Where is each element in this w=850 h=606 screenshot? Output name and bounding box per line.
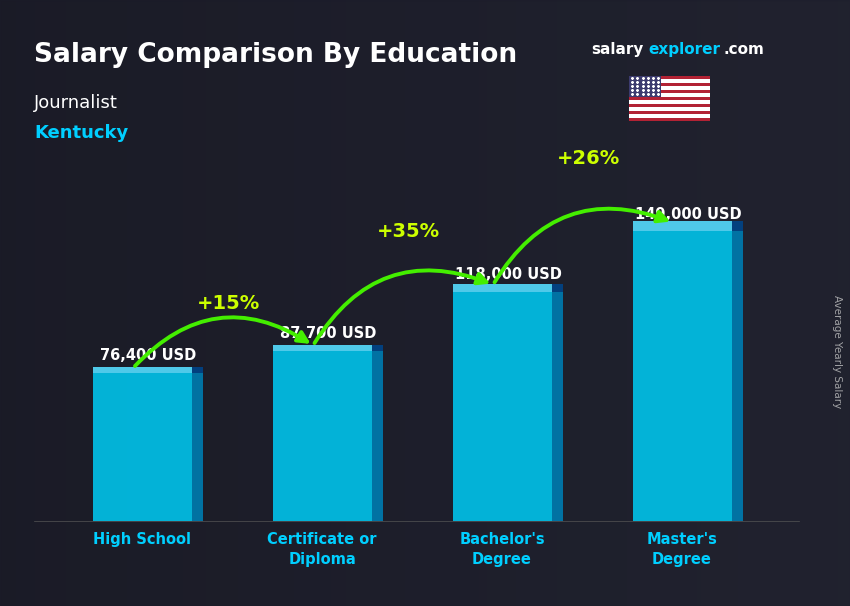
Bar <box>632 231 732 521</box>
Bar <box>629 93 710 97</box>
Text: Journalist: Journalist <box>34 94 118 112</box>
Bar <box>629 114 710 118</box>
Bar <box>629 86 710 90</box>
Bar <box>629 100 710 104</box>
Bar <box>632 221 732 231</box>
Text: +15%: +15% <box>196 295 259 313</box>
Bar <box>452 291 552 521</box>
Bar <box>629 111 710 114</box>
Text: Average Yearly Salary: Average Yearly Salary <box>832 295 842 408</box>
Text: 118,000 USD: 118,000 USD <box>455 267 561 282</box>
Bar <box>629 104 710 107</box>
Bar <box>629 83 710 86</box>
Bar <box>629 97 710 100</box>
Bar <box>371 350 383 521</box>
Bar <box>552 291 564 521</box>
Bar <box>629 118 710 121</box>
Bar <box>191 373 203 521</box>
Bar <box>191 367 203 373</box>
Bar <box>629 76 661 97</box>
Text: 76,400 USD: 76,400 USD <box>99 348 196 363</box>
Text: Kentucky: Kentucky <box>34 124 128 142</box>
Text: 149,000 USD: 149,000 USD <box>635 207 741 222</box>
Text: Salary Comparison By Education: Salary Comparison By Education <box>34 42 517 68</box>
Bar <box>452 284 552 291</box>
Bar <box>93 367 191 373</box>
Bar <box>93 373 191 521</box>
Bar <box>629 76 710 79</box>
Bar <box>732 231 744 521</box>
Bar <box>629 79 710 83</box>
Bar <box>629 90 710 93</box>
Text: explorer: explorer <box>649 42 721 58</box>
Bar <box>273 345 371 350</box>
Text: +26%: +26% <box>557 148 620 168</box>
Bar <box>273 350 371 521</box>
Text: 87,700 USD: 87,700 USD <box>280 326 377 341</box>
Bar <box>629 107 710 111</box>
Bar <box>732 221 744 231</box>
Bar <box>371 345 383 350</box>
Text: .com: .com <box>723 42 764 58</box>
Text: +35%: +35% <box>377 222 439 241</box>
Bar <box>552 284 564 291</box>
Text: salary: salary <box>591 42 643 58</box>
